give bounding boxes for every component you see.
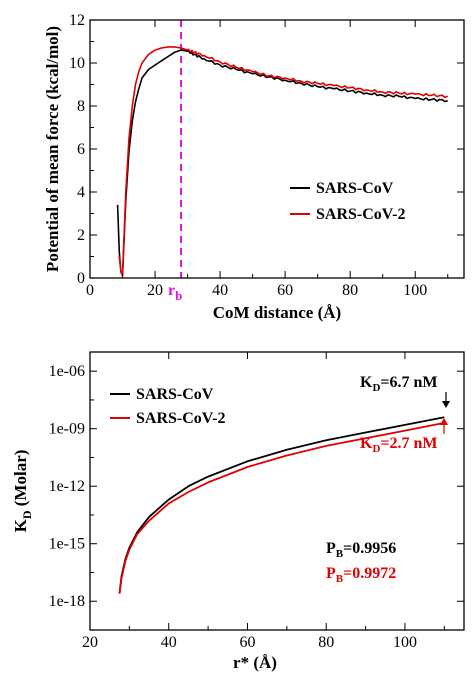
bottom-y-tick-label: 1e-09 (49, 421, 85, 438)
bottom-plot-area (118, 416, 445, 594)
bottom-y-tick-label: 1e-06 (49, 363, 85, 380)
kd-sars-cov-annotation: KD=6.7 nM (360, 374, 438, 394)
kd-sars-cov-annotation-main: K (360, 374, 373, 391)
bottom-series-sars-cov-2-line (118, 422, 445, 594)
kd-sars-cov-2-annotation-text: =2.7 nM (380, 435, 437, 452)
pb-sars-cov-annotation-main: P (326, 540, 336, 557)
top-series-sars-cov-2-line (118, 46, 448, 277)
bottom-x-tick-label: 60 (239, 634, 255, 651)
pb-sars-cov-2-annotation: PB=0.9972 (326, 565, 396, 585)
rb-label: rb (168, 282, 182, 303)
bottom-plot-frame (89, 351, 465, 631)
bottom-x-tick-label: 100 (393, 634, 417, 651)
top-x-tick-label: 0 (86, 282, 94, 299)
top-y-tick-label: 10 (69, 55, 85, 72)
kd-sars-cov-2-annotation-sub: D (372, 443, 380, 455)
kd-sars-cov-2-annotation: KD=2.7 nM (360, 435, 438, 455)
top-legend: SARS-CoV SARS-CoV-2 (290, 180, 405, 223)
pb-sars-cov-annotation: PB=0.9956 (326, 540, 396, 560)
pb-sars-cov-2-annotation-main: P (326, 565, 336, 582)
bottom-y-tick-label: 1e-18 (49, 593, 85, 610)
bottom-legend: SARS-CoV SARS-CoV-2 (110, 386, 225, 427)
pb-sars-cov-2-annotation-text: =0.9972 (343, 565, 396, 582)
bottom-y-axis-title-main: K (11, 518, 30, 532)
bottom-x-tick-label: 80 (318, 634, 334, 651)
top-x-axis-ticks: 0 20 40 60 80 100 (86, 20, 449, 299)
bottom-y-axis-title-suffix: (Molar) (11, 450, 30, 511)
bottom-legend-label-sars-cov: SARS-CoV (136, 386, 214, 403)
top-x-tick-label: 80 (342, 282, 358, 299)
pb-sars-cov-2-annotation-sub: B (336, 573, 344, 585)
pb-sars-cov-annotation-sub: B (336, 548, 344, 560)
bottom-x-axis-title: r* (Å) (233, 653, 277, 672)
bottom-y-tick-label: 1e-12 (49, 478, 85, 495)
top-y-tick-label: 8 (77, 98, 85, 115)
pb-sars-cov-annotation-text: =0.9956 (343, 540, 396, 557)
bottom-x-tick-label: 20 (82, 634, 98, 651)
bottom-y-tick-label: 1e-15 (49, 536, 85, 553)
top-y-tick-label: 4 (77, 184, 85, 201)
top-x-tick-label: 40 (212, 282, 228, 299)
bottom-y-axis-ticks: 1e-06 1e-09 1e-12 1e-15 1e-18 (49, 363, 464, 610)
kd-sars-cov-arrowhead (442, 401, 450, 408)
top-y-axis-ticks: 0 2 4 6 8 10 12 (69, 12, 464, 287)
top-y-tick-label: 0 (77, 270, 85, 287)
kd-sars-cov-annotation-sub: D (372, 382, 380, 394)
bottom-legend-label-sars-cov-2: SARS-CoV-2 (136, 410, 225, 427)
top-y-axis-title: Potential of mean force (kcal/mol) (43, 26, 62, 272)
top-series-sars-cov-line (116, 49, 448, 277)
top-legend-label-sars-cov-2: SARS-CoV-2 (316, 206, 405, 223)
top-x-tick-label: 20 (147, 282, 163, 299)
bottom-chart: 20 40 60 80 100 1e-06 1e-09 1e-12 1e-15 1e-18 r*… (11, 351, 465, 672)
bottom-y-axis-title-sub: D (20, 510, 34, 519)
rb-label-main: r (168, 282, 175, 299)
bottom-x-tick-label: 40 (161, 634, 177, 651)
top-legend-label-sars-cov: SARS-CoV (316, 180, 394, 197)
rb-label-sub: b (175, 288, 182, 303)
bottom-x-axis-ticks: 20 40 60 80 100 (82, 352, 445, 651)
top-x-tick-label: 100 (403, 282, 427, 299)
top-x-tick-label: 60 (277, 282, 293, 299)
top-y-tick-label: 2 (77, 227, 85, 244)
top-x-axis-title: CoM distance (Å) (213, 303, 341, 322)
kd-sars-cov-2-annotation-main: K (360, 435, 373, 452)
top-y-tick-label: 6 (77, 141, 85, 158)
kd-sars-cov-annotation-text: =6.7 nM (380, 374, 437, 391)
kd-sars-cov-2-arrowhead (440, 418, 448, 425)
top-y-tick-label: 12 (69, 12, 85, 29)
bottom-y-axis-title: KD (Molar) (11, 450, 34, 533)
top-plot-area (116, 20, 448, 278)
